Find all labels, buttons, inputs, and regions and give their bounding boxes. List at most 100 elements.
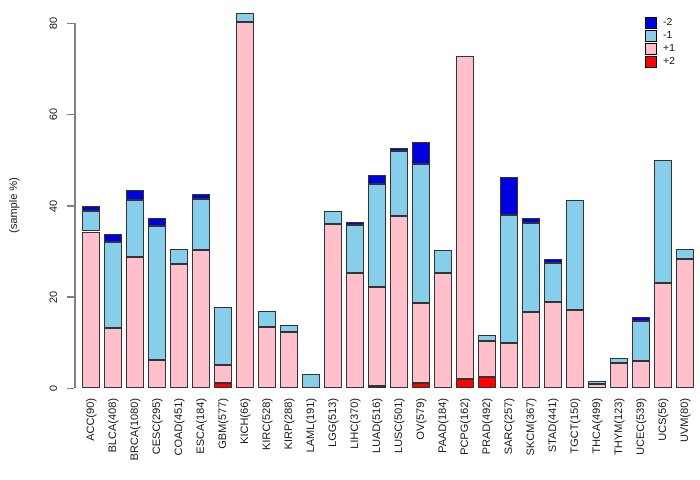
bar-segment-ESCA(184)-+1 [192,249,210,388]
y-axis-line [74,23,76,388]
bar-segment-ESCA(184)--1 [192,199,210,250]
x-axis-label-STAD(441): STAD(441) [547,398,559,453]
bar-segment-KIRP(288)--1 [280,325,298,332]
x-axis-label-LIHC(370): LIHC(370) [349,398,361,449]
x-axis-label-UCS(56): UCS(56) [657,398,669,441]
x-axis-label-CESC(295): CESC(295) [151,398,163,455]
x-axis-label-GBM(577): GBM(577) [217,398,229,449]
x-axis-label-BRCA(1080): BRCA(1080) [129,398,141,461]
bar-segment-PRAD(492)-+2 [478,376,496,388]
bar-segment-TGCT(150)--1 [566,200,584,310]
bar-segment-UCEC(539)-+1 [632,360,650,388]
legend-item-+1: +1 [645,42,675,55]
x-axis-label-ACC(90): ACC(90) [85,398,97,441]
y-axis-tick-label: 60 [48,108,60,121]
bar-segment-BRCA(1080)--2 [126,189,144,201]
x-axis-label-COAD(451): COAD(451) [173,398,185,456]
bar-segment-PCPG(162)-+2 [456,378,474,388]
x-axis-label-UVM(80): UVM(80) [679,398,691,443]
bar-segment-BLCA(408)--2 [104,234,122,242]
x-axis-label-THYM(123): THYM(123) [613,398,625,455]
x-axis-label-BLCA(408): BLCA(408) [107,398,119,453]
x-axis-label-KICH(66): KICH(66) [239,398,251,444]
bar-segment-PRAD(492)--1 [478,335,496,342]
bar-segment-TGCT(150)-+1 [566,309,584,388]
bar-segment-THYM(123)-+1 [610,363,628,388]
bar-segment-SKCM(367)-+1 [522,311,540,388]
bar-segment-STAD(441)--1 [544,263,562,302]
bar-segment-UCS(56)-+1 [654,282,672,388]
bar-segment-KIRC(528)--1 [258,310,276,328]
bar-segment-GBM(577)--1 [214,306,232,366]
bar-segment-KICH(66)--1 [236,12,254,22]
bar-segment-THYM(123)--1 [610,358,628,364]
x-axis-label-PCPG(162): PCPG(162) [459,398,471,455]
bar-segment-SKCM(367)--1 [522,223,540,312]
bar-segment-LGG(513)--1 [324,210,342,225]
legend-item-+2: +2 [645,55,675,68]
y-axis-tick-label: 0 [48,384,60,392]
x-axis-label-TGCT(150): TGCT(150) [569,398,581,454]
bar-segment-LGG(513)-+1 [324,224,342,388]
bar-segment-CESC(295)--2 [148,217,166,226]
x-axis-label-ESCA(184): ESCA(184) [195,398,207,454]
bar-segment-LUSC(501)-+1 [390,216,408,388]
x-axis-label-KIRC(528): KIRC(528) [261,398,273,450]
bar-segment-BRCA(1080)--1 [126,200,144,257]
bar-segment-OV(579)--1 [412,163,430,304]
y-axis-tick [67,205,74,207]
y-axis-tick [67,22,74,24]
y-axis-tick [67,113,74,116]
bar-segment-GBM(577)-+2 [214,383,232,388]
y-axis-tick [67,387,74,389]
x-axis-label-SARC(257): SARC(257) [503,398,515,455]
y-axis-title: (sample %) [8,177,20,233]
bar-segment-COAD(451)-+1 [170,264,188,388]
x-axis-label-LGG(513): LGG(513) [327,398,339,447]
bar-segment-STAD(441)-+1 [544,301,562,388]
x-axis-label-LUAD(516): LUAD(516) [371,398,383,454]
bar-segment-UVM(80)-+1 [676,258,694,388]
bar-segment-CESC(295)-+1 [148,360,166,388]
bar-segment-LUAD(516)-+1 [368,286,386,386]
bar-segment-LUAD(516)--2 [368,175,386,185]
bar-segment-PAAD(184)-+1 [434,272,452,388]
bar-segment-OV(579)-+2 [412,383,430,388]
bar-segment-ESCA(184)--2 [192,194,210,200]
y-axis-tick-label: 20 [48,290,60,303]
bar-segment-SARC(257)--2 [500,177,518,216]
bar-segment-GBM(577)-+1 [214,365,232,384]
bar-segment-BRCA(1080)-+1 [126,256,144,388]
bar-segment-LIHC(370)--2 [346,222,364,226]
x-axis-label-LAML(191): LAML(191) [305,398,317,453]
bar-segment-LIHC(370)--1 [346,225,364,273]
bar-segment-KICH(66)-+1 [236,21,254,388]
legend-swatch-icon [645,55,657,68]
bar-segment-PAAD(184)--1 [434,249,452,273]
x-axis-label-SKCM(367): SKCM(367) [525,398,537,456]
bar-segment-PRAD(492)-+1 [478,341,496,377]
bar-segment-LUAD(516)-+2 [368,385,386,388]
bar-segment-THCA(499)--1 [588,381,606,385]
bar-segment-UCEC(539)--2 [632,316,650,321]
y-axis-tick-label: 80 [48,16,60,30]
legend-label: +2 [663,55,675,67]
x-axis-label-OV(579): OV(579) [415,398,427,440]
bar-segment-LAML(191)--1 [302,374,320,388]
bar-segment-BLCA(408)--1 [104,241,122,328]
x-axis-label-UCEC(539): UCEC(539) [635,398,647,455]
bar-segment-SARC(257)--1 [500,215,518,344]
x-axis-label-THCA(499): THCA(499) [591,398,603,454]
bar-segment-SKCM(367)--2 [522,218,540,224]
bar-segment-PCPG(162)-+1 [456,56,474,379]
legend-item--2: -2 [645,16,675,29]
bar-segment-BLCA(408)-+1 [104,327,122,388]
bar-segment-KIRP(288)-+1 [280,331,298,388]
bar-segment-LUSC(501)--2 [390,148,408,151]
bar-segment-SARC(257)-+1 [500,343,518,388]
x-axis-label-PRAD(492): PRAD(492) [481,398,493,455]
bar-segment-LUSC(501)--1 [390,150,408,217]
bar-segment-UVM(80)--1 [676,249,694,259]
legend-swatch-icon [645,29,657,42]
